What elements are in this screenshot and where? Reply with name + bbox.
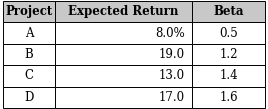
Bar	[55, 1, 192, 22]
Bar	[192, 65, 265, 87]
Bar	[55, 44, 192, 65]
Text: D: D	[24, 91, 34, 104]
Text: 8.0%: 8.0%	[155, 27, 185, 40]
Text: A: A	[25, 27, 33, 40]
Bar	[192, 22, 265, 44]
Text: 1.4: 1.4	[219, 69, 238, 82]
Bar	[3, 44, 55, 65]
Text: 13.0: 13.0	[159, 69, 185, 82]
Text: C: C	[24, 69, 34, 82]
Bar	[55, 87, 192, 108]
Text: Expected Return: Expected Return	[68, 5, 179, 18]
Bar	[3, 1, 55, 22]
Bar	[3, 65, 55, 87]
Text: 0.5: 0.5	[219, 27, 238, 40]
Text: Project: Project	[5, 5, 53, 18]
Text: Beta: Beta	[213, 5, 244, 18]
Bar	[192, 1, 265, 22]
Text: 19.0: 19.0	[159, 48, 185, 61]
Bar	[3, 22, 55, 44]
Text: 1.6: 1.6	[219, 91, 238, 104]
Text: B: B	[25, 48, 33, 61]
Bar	[192, 87, 265, 108]
Bar	[3, 87, 55, 108]
Bar	[55, 22, 192, 44]
Bar	[55, 65, 192, 87]
Text: 1.2: 1.2	[219, 48, 238, 61]
Text: 17.0: 17.0	[159, 91, 185, 104]
Bar	[192, 44, 265, 65]
